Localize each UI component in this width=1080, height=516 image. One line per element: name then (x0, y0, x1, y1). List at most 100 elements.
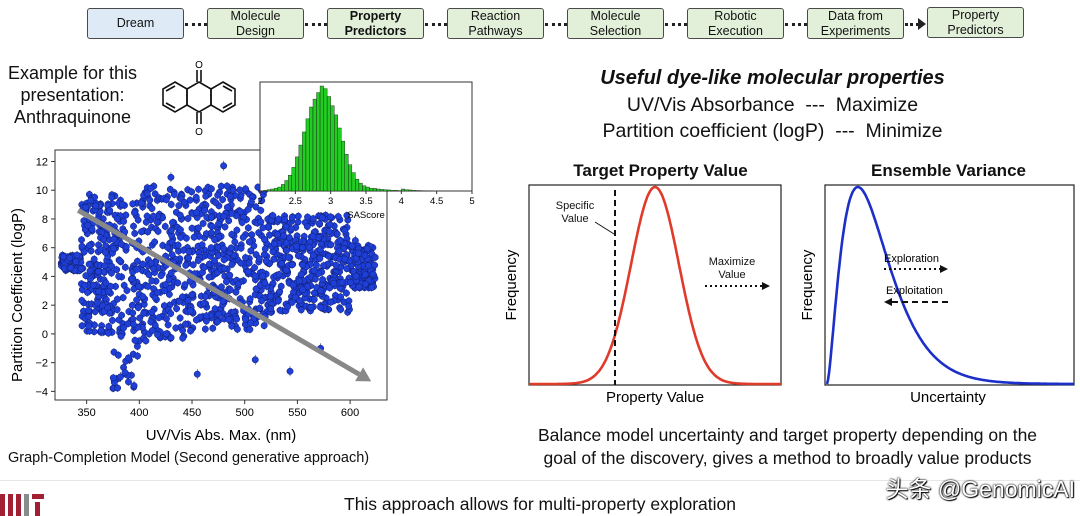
scatter-point (129, 200, 137, 208)
footer-text: This approach allows for multi-property … (344, 494, 736, 514)
scatter-point (278, 260, 286, 268)
target-distribution-curve (529, 185, 781, 386)
exploitation-label: Exploitation (886, 285, 943, 297)
hist-x-tick-label: 2.5 (289, 196, 302, 207)
scatter-point (233, 315, 241, 323)
scatter-point (130, 382, 138, 390)
arrow-head-icon (918, 18, 926, 30)
scatter-point (179, 293, 186, 301)
scatter-point (289, 281, 297, 289)
variance-distribution-curve (825, 185, 1074, 386)
y-tick-label: 4 (42, 271, 48, 283)
scatter-point (213, 318, 221, 326)
scatter-point (354, 249, 362, 257)
scatter-point (134, 216, 142, 224)
scatter-point (78, 322, 86, 330)
scatter-point (143, 212, 151, 220)
scatter-point (176, 211, 184, 219)
scatter-point (84, 306, 92, 314)
scatter-point (90, 255, 98, 263)
scatter-point (295, 277, 303, 285)
histogram-bar (365, 186, 370, 192)
scatter-point (361, 271, 369, 278)
scatter-point (78, 236, 85, 244)
scatter-point (342, 289, 350, 297)
scatter-point (371, 253, 379, 261)
scatter-point (151, 321, 159, 329)
scatter-point (286, 367, 294, 375)
scatter-point (296, 297, 304, 305)
scatter-point (260, 322, 268, 330)
histogram-bar (390, 190, 395, 192)
scatter-point (284, 303, 292, 311)
scatter-point (137, 199, 145, 207)
histogram-bar (316, 92, 321, 192)
x-tick-label: 600 (341, 407, 359, 419)
scatter-point (169, 219, 176, 227)
scatter-point (309, 233, 317, 240)
scatter-point (194, 224, 202, 232)
scatter-point (182, 261, 190, 269)
scatter-point (202, 293, 209, 301)
scatter-point (343, 211, 351, 219)
scatter-point (146, 196, 154, 204)
scatter-point (85, 313, 93, 321)
scatter-point (84, 288, 91, 296)
scatter-point (180, 198, 188, 206)
scatter-point (209, 324, 217, 332)
scatter-point (299, 286, 307, 294)
scatter-point (202, 192, 210, 200)
histogram-bar (273, 188, 278, 192)
histogram-bar (270, 188, 275, 192)
scatter-point (95, 288, 103, 296)
scatter-point (217, 182, 225, 190)
property-line-absorbance: UV/Vis Absorbance --- Maximize (626, 94, 919, 116)
scatter-point (275, 215, 283, 223)
scatter-point (161, 281, 169, 289)
connector (305, 23, 327, 26)
scatter-point (182, 320, 189, 328)
histogram-bar (305, 118, 310, 192)
scatter-point (107, 269, 115, 277)
scatter-point (214, 191, 222, 199)
scatter-point (118, 201, 126, 208)
scatter-point (288, 261, 296, 269)
scatter-point (131, 229, 139, 237)
scatter-point (125, 378, 132, 386)
scatter-point (338, 279, 346, 286)
scatter-point (147, 184, 155, 192)
histogram-bar (401, 188, 406, 192)
scatter-point (164, 243, 171, 251)
institution-logo-icon (0, 494, 44, 516)
scatter-point (167, 226, 175, 234)
scatter-point (131, 209, 138, 217)
workflow-step-dream: Dream (87, 8, 184, 39)
scatter-point (225, 316, 233, 323)
histogram-bar (333, 114, 338, 192)
scatter-point (174, 241, 182, 249)
workflow-step-molecule-selection: Molecule Selection (567, 8, 664, 39)
scatter-point (116, 257, 124, 265)
scatter-point (266, 293, 274, 300)
scatter-point (365, 262, 372, 270)
histogram-bar (341, 140, 346, 192)
scatter-point (94, 268, 102, 276)
scatter-point (316, 255, 324, 262)
histogram-bar (369, 188, 374, 192)
scatter-point (174, 279, 182, 287)
scatter-point (198, 241, 206, 249)
scatter-point (97, 327, 105, 335)
scatter-point (245, 238, 253, 246)
scatter-point (164, 321, 172, 329)
scatter-point (229, 187, 237, 194)
scatter-point (241, 315, 249, 323)
histogram-bar (376, 188, 381, 192)
scatter-point (193, 209, 200, 216)
scatter-point (176, 226, 184, 234)
scatter-point (130, 222, 137, 230)
histogram-bar (348, 164, 353, 192)
histogram-bar (383, 189, 388, 192)
scatter-point (309, 215, 317, 223)
connector (665, 23, 687, 26)
scatter-point (316, 220, 323, 227)
